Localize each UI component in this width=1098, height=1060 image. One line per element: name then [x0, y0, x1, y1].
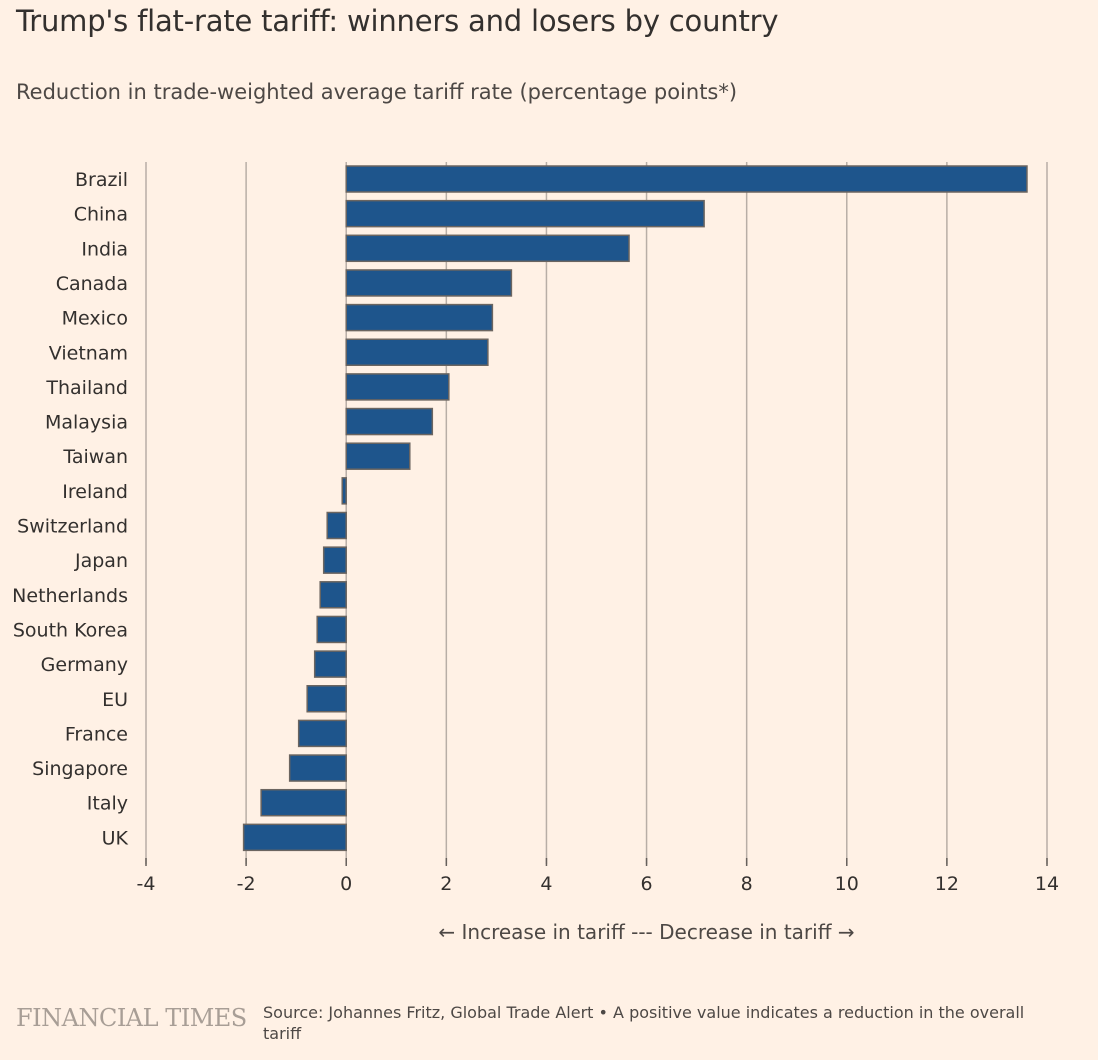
bar-vietnam: [345, 338, 489, 366]
category-label: Taiwan: [62, 446, 128, 468]
bar-eu: [306, 685, 347, 713]
bar-chart: -4 -2 0 2 4 6 8 10 12 14 Brazil China India Canada Mex…: [12, 162, 1059, 944]
category-label: Singapore: [32, 758, 128, 780]
category-label: Vietnam: [49, 342, 128, 364]
bar-india: [345, 234, 630, 263]
category-label: UK: [102, 827, 129, 849]
category-label: Japan: [74, 550, 128, 572]
x-tick-label: 14: [1035, 873, 1059, 895]
category-label: Mexico: [62, 308, 128, 330]
bar-china: [345, 199, 705, 228]
bar-netherlands: [319, 581, 347, 609]
x-tick-label: 8: [741, 873, 753, 895]
category-label: India: [81, 238, 128, 260]
bar-france: [297, 719, 347, 748]
x-tick-label: 4: [540, 873, 552, 895]
category-label: Switzerland: [17, 516, 128, 538]
category-label: Canada: [56, 273, 128, 295]
x-tick-label: 0: [340, 873, 352, 895]
source-note: Source: Johannes Fritz, Global Trade Ale…: [263, 1003, 1025, 1043]
bar-thailand: [345, 373, 450, 401]
bar-mexico: [345, 303, 494, 332]
category-label: Thailand: [45, 377, 128, 399]
bar-taiwan: [345, 442, 411, 470]
x-tick-label: 6: [641, 873, 653, 895]
bar-canada: [345, 269, 513, 297]
x-tick-label: 12: [935, 873, 959, 895]
x-tick-label: 10: [835, 873, 859, 895]
bar-malaysia: [345, 407, 434, 436]
bar-brazil: [345, 165, 1028, 193]
category-label: Italy: [87, 793, 128, 815]
x-axis-label: ← Increase in tariff --- Decrease in tar…: [438, 920, 854, 944]
bar-germany: [313, 650, 347, 678]
x-tick-label: 2: [440, 873, 452, 895]
chart-subtitle: Reduction in trade-weighted average tari…: [16, 80, 738, 104]
bar-ireland: [341, 477, 347, 505]
category-label: China: [74, 204, 128, 226]
x-tick-label: -4: [137, 873, 156, 895]
ft-logo: FINANCIAL TIMES: [16, 1004, 247, 1032]
category-label: France: [65, 723, 128, 745]
category-label: Brazil: [75, 169, 128, 191]
bar-singapore: [288, 754, 347, 782]
category-label: South Korea: [13, 619, 128, 641]
bar-south-korea: [316, 615, 347, 644]
x-tick-label: -2: [237, 873, 256, 895]
chart-title: Trump's flat-rate tariff: winners and lo…: [16, 4, 779, 38]
category-label: Ireland: [62, 481, 128, 503]
category-label: EU: [102, 689, 128, 711]
bar-italy: [260, 788, 347, 817]
category-label: Malaysia: [45, 412, 128, 434]
category-label: Germany: [41, 654, 128, 676]
bar-uk: [242, 823, 347, 852]
bar-japan: [322, 546, 347, 574]
bar-switzerland: [326, 511, 347, 540]
category-label: Netherlands: [12, 585, 128, 607]
